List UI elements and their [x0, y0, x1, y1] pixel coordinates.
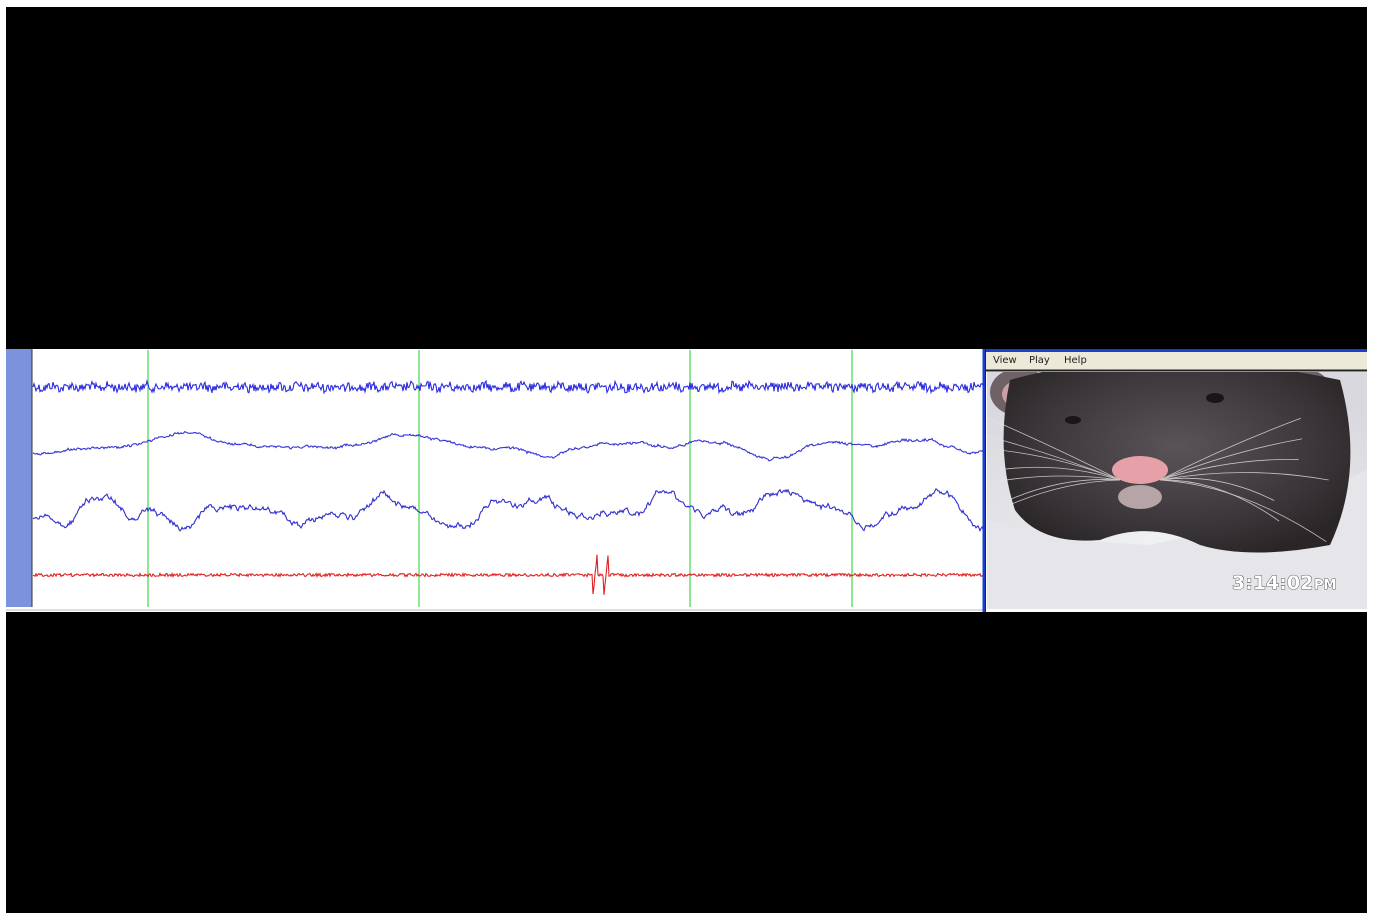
nose	[1112, 456, 1168, 484]
channel-strip	[6, 349, 32, 607]
menu-item[interactable]: Play	[1029, 355, 1050, 366]
timestamp-meridiem: PM	[1314, 578, 1336, 593]
viewer: View Play Help 3:14:02 PM	[0, 0, 1375, 915]
menu-item[interactable]: Help	[1064, 355, 1087, 366]
mouth	[1118, 485, 1162, 509]
eye	[1206, 393, 1224, 403]
eye	[1065, 416, 1081, 424]
timestamp: 3:14:02	[1232, 572, 1313, 594]
menu-item[interactable]: View	[993, 355, 1017, 366]
video-frame: 3:14:02 PM	[955, 360, 1367, 609]
video-border	[986, 349, 1367, 352]
menu-bar: View Play Help	[986, 352, 1367, 371]
page: View Play Help 3:14:02 PM (() => { const…	[0, 0, 1375, 915]
